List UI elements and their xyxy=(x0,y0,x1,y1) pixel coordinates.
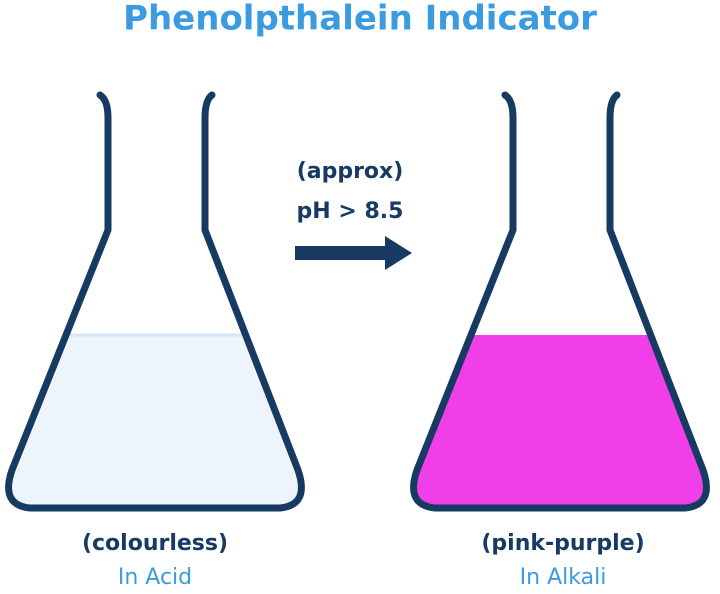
title: Phenolpthalein Indicator xyxy=(123,0,597,39)
flask-colour: (pink-purple) xyxy=(481,531,644,556)
arrow xyxy=(295,236,412,270)
flask-outline xyxy=(410,91,710,512)
arrow-label: pH > 8.5 xyxy=(297,199,404,224)
flask-acid xyxy=(5,91,305,512)
flask-alkali xyxy=(410,91,710,512)
arrow-label: (approx) xyxy=(297,159,404,184)
flask-condition: In Acid xyxy=(118,565,192,590)
flask-outline xyxy=(5,91,305,512)
liquid-colourless xyxy=(8,335,302,508)
flask-condition: In Alkali xyxy=(520,565,607,590)
liquid-pink xyxy=(413,335,707,508)
flask-colour: (colourless) xyxy=(82,531,228,556)
